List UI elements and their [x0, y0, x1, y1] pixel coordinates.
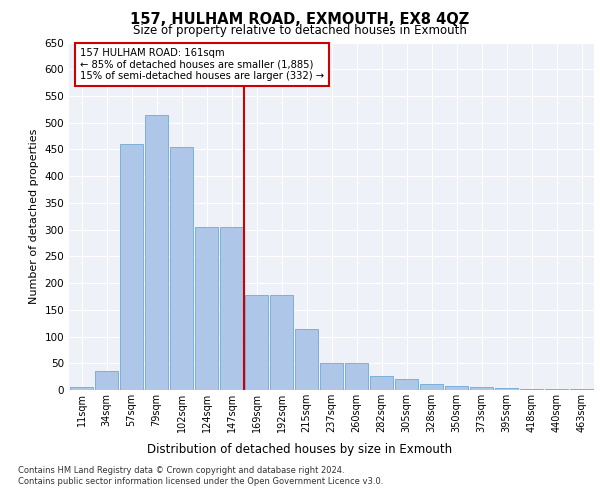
- Bar: [520, 389, 544, 390]
- Bar: [395, 380, 418, 390]
- Text: 157 HULHAM ROAD: 161sqm
← 85% of detached houses are smaller (1,885)
15% of semi: 157 HULHAM ROAD: 161sqm ← 85% of detache…: [79, 48, 323, 81]
- Text: Size of property relative to detached houses in Exmouth: Size of property relative to detached ho…: [133, 24, 467, 37]
- Bar: [170, 147, 193, 390]
- Bar: [470, 388, 493, 390]
- Y-axis label: Number of detached properties: Number of detached properties: [29, 128, 39, 304]
- Bar: [220, 227, 244, 390]
- Bar: [445, 386, 469, 390]
- Text: Contains public sector information licensed under the Open Government Licence v3: Contains public sector information licen…: [18, 477, 383, 486]
- Bar: [119, 144, 143, 390]
- Bar: [269, 295, 293, 390]
- Bar: [95, 372, 118, 390]
- Bar: [295, 328, 319, 390]
- Bar: [370, 376, 394, 390]
- Text: Contains HM Land Registry data © Crown copyright and database right 2024.: Contains HM Land Registry data © Crown c…: [18, 466, 344, 475]
- Bar: [245, 295, 268, 390]
- Bar: [419, 384, 443, 390]
- Bar: [320, 364, 343, 390]
- Bar: [344, 364, 368, 390]
- Bar: [145, 114, 169, 390]
- Bar: [494, 388, 518, 390]
- Text: Distribution of detached houses by size in Exmouth: Distribution of detached houses by size …: [148, 442, 452, 456]
- Text: 157, HULHAM ROAD, EXMOUTH, EX8 4QZ: 157, HULHAM ROAD, EXMOUTH, EX8 4QZ: [130, 12, 470, 28]
- Bar: [194, 227, 218, 390]
- Bar: [70, 388, 94, 390]
